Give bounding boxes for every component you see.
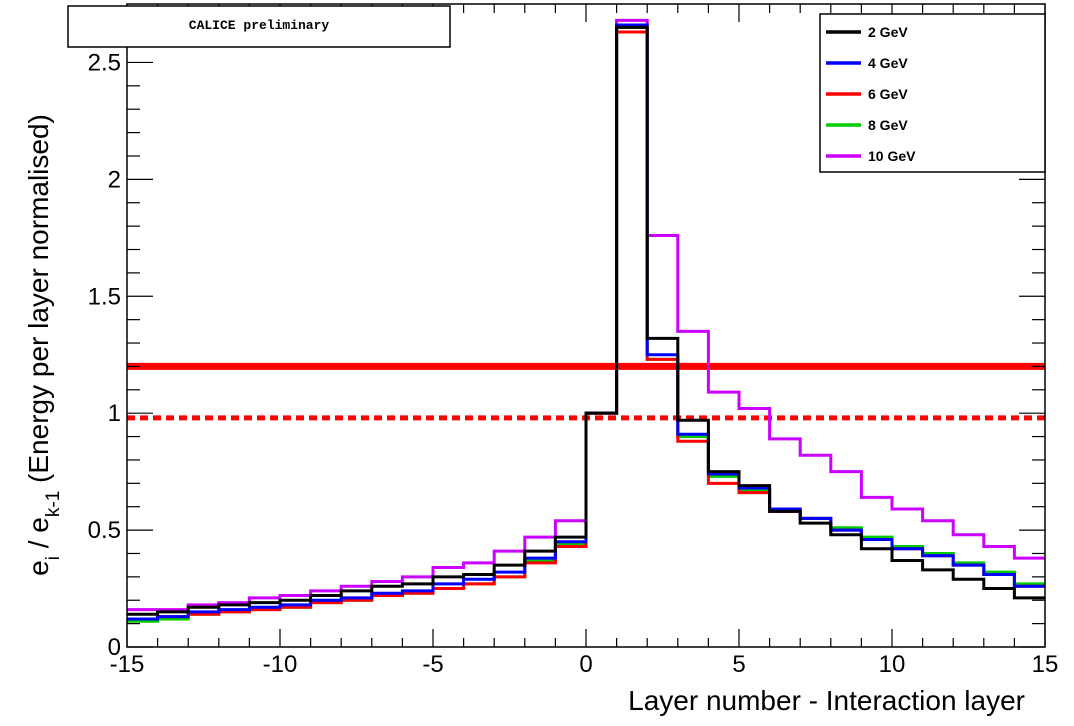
legend-entry: 2 GeV <box>826 24 908 40</box>
y-tick-label: 1.5 <box>88 283 121 310</box>
y-tick-label: 0.5 <box>88 517 121 544</box>
y-tick-label: 0 <box>108 634 121 661</box>
legend-entry: 10 GeV <box>826 148 916 164</box>
y-tick-label: 2.5 <box>88 49 121 76</box>
x-tick-label: -15 <box>110 651 145 678</box>
x-tick-label: -5 <box>422 651 443 678</box>
legend-label: 4 GeV <box>868 55 908 71</box>
y-tick-label: 2 <box>108 166 121 193</box>
y-axis-title: ei / ek-1 (Energy per layer normalised) <box>23 114 64 576</box>
legend-entry: 8 GeV <box>826 117 908 133</box>
legend: 2 GeV 4 GeV 6 GeV 8 GeV 10 GeV <box>819 13 1046 173</box>
x-tick-label: 15 <box>1032 651 1059 678</box>
banner-text: CALICE preliminary <box>189 18 330 33</box>
legend-label: 2 GeV <box>868 24 908 40</box>
legend-label: 8 GeV <box>868 117 908 133</box>
banner-box: CALICE preliminary <box>67 5 451 48</box>
x-tick-label: 10 <box>879 651 906 678</box>
series-line-2-gev <box>127 25 1045 616</box>
x-axis-title: Layer number - Interaction layer <box>628 685 1025 716</box>
series-layer <box>127 18 1045 623</box>
legend-entry: 4 GeV <box>826 55 908 71</box>
reference-lines <box>127 362 1045 421</box>
axis-tick-labels: -15 -10 -5 0 5 10 15 0 0.5 1 1.5 2 2.5 <box>88 49 1059 678</box>
x-tick-label: -10 <box>263 651 298 678</box>
legend-label: 6 GeV <box>868 86 908 102</box>
legend-label: 10 GeV <box>868 148 916 164</box>
x-tick-label: 0 <box>579 651 592 678</box>
y-tick-label: 1 <box>108 400 121 427</box>
x-tick-label: 5 <box>732 651 745 678</box>
legend-entry: 6 GeV <box>826 86 908 102</box>
